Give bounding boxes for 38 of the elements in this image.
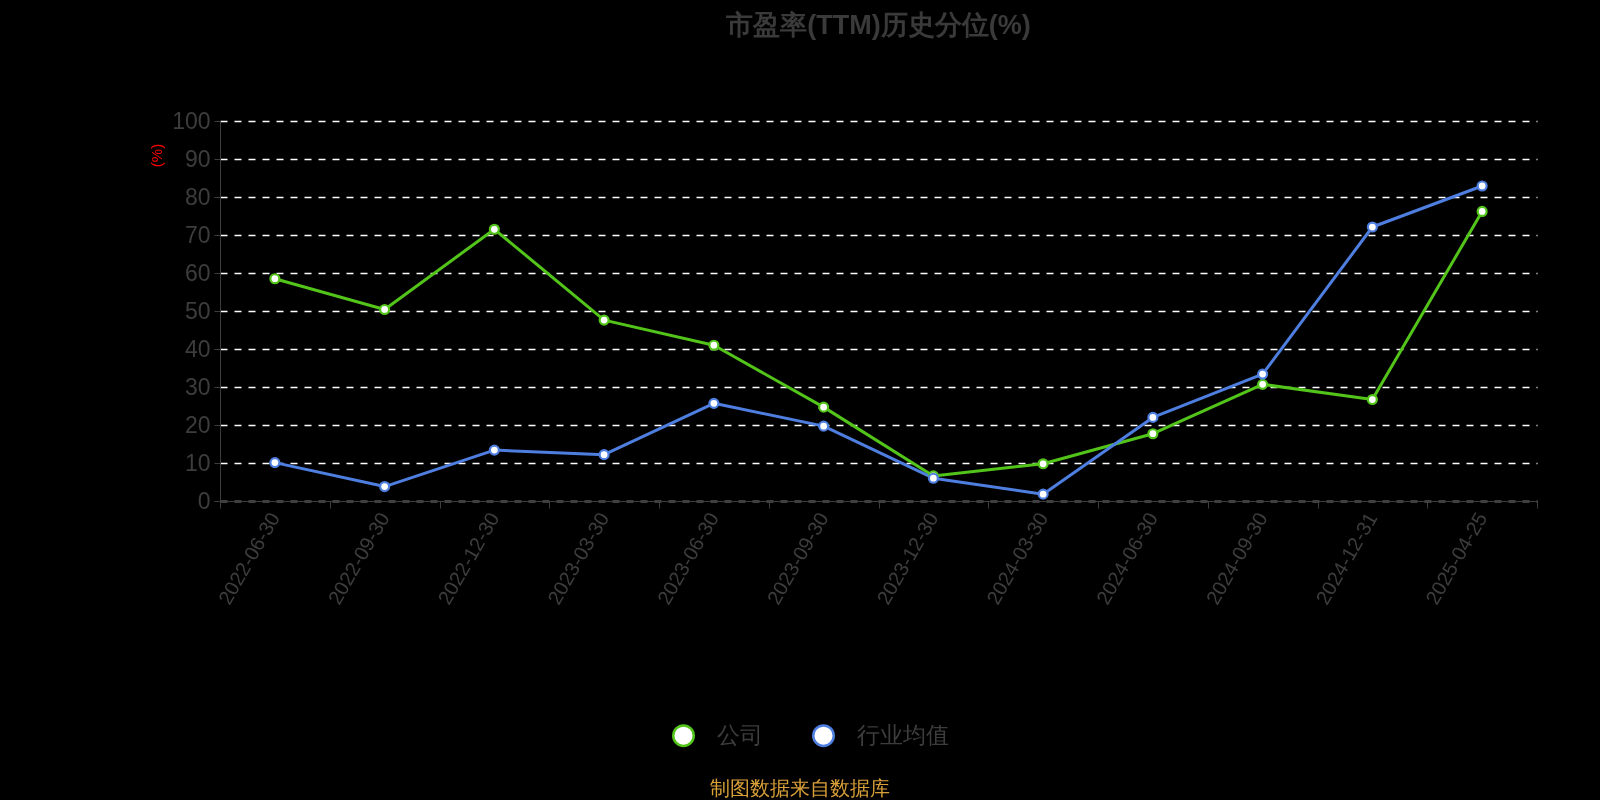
point (708, 339, 720, 351)
point (1037, 458, 1049, 470)
point (1147, 411, 1159, 423)
y-tick-label: 30 (184, 373, 211, 400)
legend-label: 公司 (717, 721, 763, 748)
point (1476, 180, 1488, 192)
text: 制图数据来自数据库 (710, 777, 890, 799)
point (598, 449, 610, 461)
y-tick-label: 40 (184, 335, 211, 362)
legend-label: 行业均值 (857, 721, 949, 748)
y-axis-title: (%) (147, 143, 165, 168)
point (818, 401, 830, 413)
y-tick-label: 80 (184, 183, 211, 210)
point (379, 481, 391, 493)
y-tick-label: 50 (184, 297, 211, 324)
point (379, 303, 391, 316)
point (488, 223, 500, 235)
point (818, 420, 830, 432)
y-tick-label: 90 (184, 145, 211, 172)
chart-title: 市盈率(TTM)历史分位(%) (725, 10, 1031, 40)
point (269, 273, 281, 285)
y-tick-label: 10 (184, 449, 211, 476)
y-tick-label: 60 (184, 259, 211, 286)
point (708, 397, 720, 409)
point (1257, 368, 1269, 380)
y-tick-label: 0 (197, 487, 211, 514)
point (1257, 378, 1269, 390)
point (598, 314, 610, 326)
y-tick-label: 100 (172, 107, 211, 134)
y-tick-label: 70 (184, 221, 211, 248)
point (1037, 488, 1049, 500)
y-tick-label: 20 (184, 411, 211, 438)
point (1366, 393, 1378, 406)
point (269, 457, 281, 469)
point (1366, 221, 1378, 233)
point (488, 444, 500, 456)
point (1476, 205, 1488, 217)
point (1147, 428, 1159, 440)
